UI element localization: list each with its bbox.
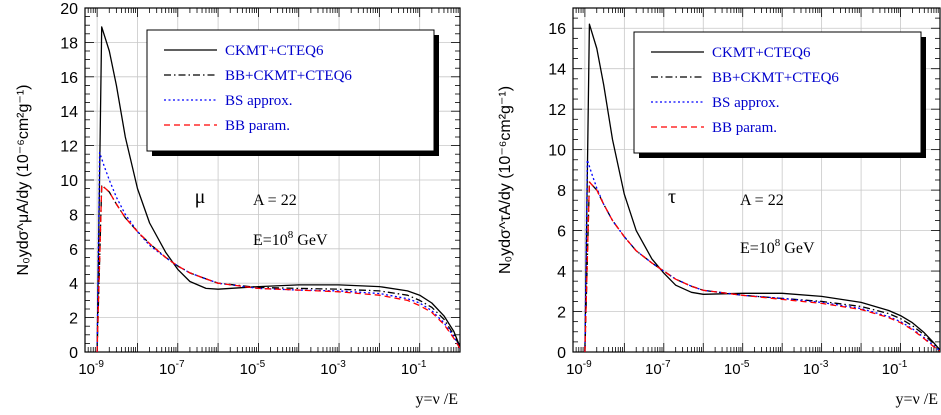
series-line-ckmt-cteq6 bbox=[96, 26, 460, 352]
legend-label: BB+CKMT+CTEQ6 bbox=[712, 70, 839, 86]
y-tick-label: 12 bbox=[60, 139, 78, 156]
y-tick-label: 2 bbox=[69, 311, 78, 328]
x-tick-label: 10-3 bbox=[803, 359, 829, 378]
x-tick-label: 10-5 bbox=[240, 359, 266, 378]
x-ticks bbox=[572, 8, 941, 352]
y-tick-label: 10 bbox=[60, 173, 78, 190]
energy-label: E=108 GeV bbox=[740, 237, 815, 257]
x-tick-label: 10-9 bbox=[78, 359, 104, 378]
x-tick-label: 10-9 bbox=[566, 359, 592, 378]
particle-label: τ bbox=[668, 186, 676, 208]
x-tick-label: 10-3 bbox=[320, 359, 346, 378]
y-axis-label: N₀ydσ^μA/dy (10⁻⁶cm²g⁻¹) bbox=[15, 85, 32, 276]
x-tick-label: 10-1 bbox=[401, 359, 427, 378]
x-axis-label: y=ν /E bbox=[416, 391, 458, 408]
y-tick-label: 6 bbox=[557, 224, 566, 241]
chart-panel-2: 0 2 4 6 8 10 12 14 16 10-9 10-7 10-5 10-3 10-1 y=ν /E N… bbox=[497, 7, 941, 408]
series-group bbox=[96, 26, 460, 352]
y-tick-label: 0 bbox=[557, 345, 566, 362]
y-tick-label: 8 bbox=[69, 207, 78, 224]
y-tick-label: 0 bbox=[69, 345, 78, 362]
y-tick-label: 10 bbox=[548, 143, 566, 160]
y-tick-label: 16 bbox=[60, 70, 78, 87]
series-line-bb-ckmt-cteq6 bbox=[96, 184, 460, 352]
x-tick-label: 10-7 bbox=[159, 359, 185, 378]
y-axis-label: N₀ydσ^τA/dy (10⁻⁶cm²g⁻¹) bbox=[497, 86, 514, 274]
y-ticks bbox=[85, 7, 460, 353]
x-tick-label: 10-1 bbox=[882, 359, 908, 378]
chart-panel-1: 0 2 4 6 8 10 12 14 16 18 20 10-9 10-7 10-5 10-3 10-1 y=ν… bbox=[15, 1, 461, 408]
legend-label: BB param. bbox=[712, 120, 777, 136]
series-line-bb-param bbox=[96, 184, 460, 352]
y-tick-label: 4 bbox=[69, 276, 78, 293]
legend-label: BB+CKMT+CTEQ6 bbox=[225, 68, 352, 84]
y-tick-label: 12 bbox=[548, 102, 566, 119]
legend-label: BS approx. bbox=[225, 93, 293, 109]
y-tick-label: 14 bbox=[60, 104, 78, 121]
x-axis-label: y=ν /E bbox=[896, 391, 938, 408]
y-tick-label: 8 bbox=[557, 183, 566, 200]
energy-label: E=108 GeV bbox=[253, 229, 328, 249]
series-line-bs-approx bbox=[96, 151, 460, 352]
legend-label: CKMT+CTEQ6 bbox=[225, 43, 324, 59]
series-group bbox=[584, 23, 940, 352]
series-line-ckmt-cteq6 bbox=[584, 23, 940, 352]
x-tick-label: 10-5 bbox=[724, 359, 750, 378]
target-label: A = 22 bbox=[740, 192, 784, 209]
y-tick-label: 2 bbox=[557, 305, 566, 322]
legend: CKMT+CTEQ6 BB+CKMT+CTEQ6 BS approx. BB para… bbox=[633, 31, 926, 158]
y-tick-label: 14 bbox=[548, 62, 566, 79]
y-tick-label: 6 bbox=[69, 242, 78, 259]
x-ticks bbox=[84, 8, 461, 352]
y-tick-label: 18 bbox=[60, 35, 78, 52]
legend-label: CKMT+CTEQ6 bbox=[712, 45, 811, 61]
legend: CKMT+CTEQ6 BB+CKMT+CTEQ6 BS approx. BB para… bbox=[146, 29, 439, 156]
legend-label: BB param. bbox=[225, 118, 290, 134]
legend-label: BS approx. bbox=[712, 95, 780, 111]
x-tick-label: 10-7 bbox=[645, 359, 671, 378]
y-tick-label: 20 bbox=[60, 1, 78, 18]
series-line-bb-param bbox=[584, 181, 940, 352]
y-tick-label: 4 bbox=[557, 264, 566, 281]
target-label: A = 22 bbox=[253, 192, 297, 209]
y-tick-label: 16 bbox=[548, 21, 566, 38]
particle-label: μ bbox=[195, 186, 206, 208]
y-ticks bbox=[573, 7, 940, 353]
